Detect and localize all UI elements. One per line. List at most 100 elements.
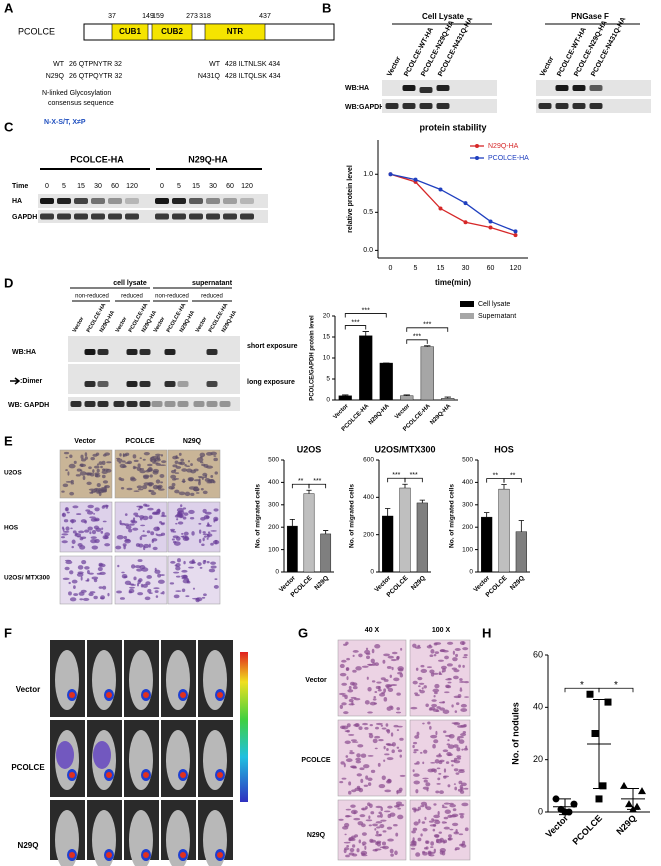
cell	[344, 730, 350, 732]
cell	[71, 539, 76, 545]
y-tick-label: 500	[268, 457, 279, 464]
cell	[77, 565, 84, 570]
cell	[433, 848, 436, 853]
cell	[68, 591, 72, 596]
cell	[396, 729, 400, 732]
band	[206, 381, 218, 387]
cell	[86, 510, 94, 515]
cell	[142, 515, 149, 521]
signal	[180, 772, 186, 778]
cell	[203, 593, 207, 597]
cell	[115, 545, 122, 550]
cell	[348, 685, 352, 690]
cell	[381, 727, 387, 730]
band	[240, 213, 254, 220]
cell	[451, 704, 454, 708]
cell	[418, 685, 421, 688]
cell	[443, 802, 450, 805]
cell	[446, 641, 454, 645]
cell	[137, 488, 144, 491]
band	[402, 103, 416, 109]
cell	[422, 761, 425, 765]
cell	[204, 511, 212, 515]
series-line	[390, 173, 516, 232]
condition-label: non-reduced	[155, 294, 189, 300]
cell	[413, 821, 419, 826]
cell	[206, 534, 210, 538]
band	[97, 381, 109, 387]
cell	[175, 575, 181, 578]
cell	[389, 812, 396, 817]
cell	[107, 592, 110, 597]
cell	[137, 463, 141, 468]
point	[591, 730, 599, 737]
cell	[385, 723, 389, 727]
cell	[94, 538, 100, 544]
cell	[141, 567, 149, 572]
cell	[374, 735, 381, 739]
band	[538, 103, 552, 109]
cell	[355, 760, 362, 764]
cell	[100, 530, 104, 534]
panel-letter: C	[4, 119, 14, 134]
cell	[137, 579, 141, 584]
cell	[434, 683, 440, 689]
cell	[91, 545, 99, 550]
cell	[411, 830, 416, 834]
cell	[344, 833, 347, 836]
cell	[442, 709, 450, 714]
cell	[152, 546, 158, 551]
cell	[185, 595, 190, 598]
significance-label: **	[510, 472, 516, 479]
cell	[65, 560, 73, 565]
cell	[213, 508, 219, 512]
cell	[93, 512, 96, 515]
legend-swatch	[475, 144, 479, 148]
significance-bracket	[344, 325, 367, 330]
cell	[341, 702, 347, 706]
cell	[453, 675, 459, 680]
cell	[390, 732, 394, 737]
cell	[189, 517, 195, 520]
error-bar	[593, 698, 605, 789]
cell	[68, 581, 71, 585]
cell	[447, 784, 451, 788]
cell	[451, 722, 459, 724]
cell	[422, 851, 428, 856]
cell	[353, 817, 361, 821]
cell	[160, 481, 164, 484]
row-label: Vector	[305, 677, 327, 684]
band	[40, 198, 54, 204]
significance-bracket	[344, 313, 387, 318]
cell	[425, 840, 429, 844]
significance-label: ***	[392, 472, 400, 479]
error-bar	[289, 518, 295, 527]
cell	[61, 536, 66, 539]
cell	[365, 775, 369, 780]
cell	[186, 468, 193, 473]
cell	[73, 460, 77, 465]
cell	[413, 840, 417, 846]
cell	[141, 485, 148, 490]
cell	[156, 534, 163, 537]
cell	[439, 850, 444, 855]
cell	[367, 663, 373, 666]
cell	[410, 847, 416, 850]
cell	[84, 566, 90, 570]
cell	[150, 458, 157, 463]
cell	[453, 669, 460, 673]
cell	[130, 564, 136, 569]
cell	[148, 490, 155, 493]
band	[108, 198, 122, 204]
cell	[197, 562, 202, 567]
cell	[345, 808, 352, 811]
cell	[352, 844, 356, 848]
cell	[396, 746, 400, 749]
group-label: Cell Lysate	[422, 12, 464, 21]
signal	[69, 692, 75, 698]
cell	[123, 545, 126, 550]
cell	[383, 745, 386, 750]
cell	[93, 465, 100, 469]
cell	[84, 529, 90, 533]
cell	[371, 680, 376, 683]
